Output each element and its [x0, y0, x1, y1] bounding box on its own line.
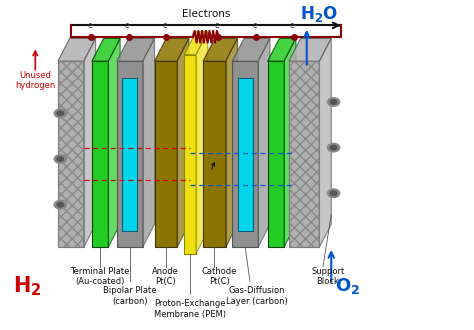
- Polygon shape: [58, 38, 96, 61]
- Text: Bipolar Plate
(carbon): Bipolar Plate (carbon): [103, 286, 156, 306]
- Circle shape: [57, 111, 64, 116]
- Circle shape: [328, 189, 340, 198]
- Circle shape: [54, 200, 66, 209]
- Text: $\mathbf{H_2O}$: $\mathbf{H_2O}$: [301, 4, 338, 24]
- Text: e-: e-: [214, 20, 222, 30]
- Circle shape: [54, 109, 66, 117]
- Polygon shape: [268, 61, 284, 247]
- Circle shape: [328, 98, 340, 106]
- Polygon shape: [258, 38, 270, 247]
- Polygon shape: [92, 38, 120, 61]
- Polygon shape: [84, 38, 96, 247]
- Circle shape: [330, 100, 337, 104]
- Polygon shape: [232, 38, 270, 61]
- Polygon shape: [289, 61, 319, 247]
- Text: e-: e-: [163, 20, 170, 30]
- Text: e-: e-: [290, 20, 297, 30]
- Polygon shape: [184, 32, 208, 55]
- Polygon shape: [203, 61, 226, 247]
- Polygon shape: [177, 38, 189, 247]
- Polygon shape: [319, 38, 331, 247]
- Polygon shape: [155, 38, 189, 61]
- Text: Electrons: Electrons: [182, 9, 230, 19]
- Polygon shape: [226, 38, 237, 247]
- Polygon shape: [122, 78, 137, 231]
- Polygon shape: [284, 38, 296, 247]
- Text: Anode
Pt(C): Anode Pt(C): [153, 267, 179, 286]
- Circle shape: [330, 145, 337, 150]
- Polygon shape: [58, 61, 84, 247]
- Circle shape: [328, 143, 340, 152]
- Polygon shape: [117, 38, 155, 61]
- Polygon shape: [109, 38, 120, 247]
- Polygon shape: [203, 38, 237, 61]
- Polygon shape: [184, 55, 196, 253]
- Polygon shape: [196, 32, 208, 253]
- Text: Support
Block: Support Block: [311, 267, 344, 286]
- Circle shape: [57, 202, 64, 207]
- Polygon shape: [143, 38, 155, 247]
- Text: Gas-Diffusion
Layer (carbon): Gas-Diffusion Layer (carbon): [226, 286, 288, 306]
- Text: e-: e-: [87, 20, 95, 30]
- Text: Terminal Plate
(Au-coated): Terminal Plate (Au-coated): [71, 267, 130, 286]
- Polygon shape: [92, 61, 109, 247]
- Circle shape: [57, 157, 64, 161]
- Polygon shape: [155, 61, 177, 247]
- Polygon shape: [232, 61, 258, 247]
- Text: $\mathbf{H_2}$: $\mathbf{H_2}$: [13, 275, 42, 298]
- Text: Cathode
Pt(C): Cathode Pt(C): [201, 267, 237, 286]
- Text: $\mathbf{O_2}$: $\mathbf{O_2}$: [335, 276, 360, 296]
- Polygon shape: [117, 61, 143, 247]
- Text: e-: e-: [125, 20, 132, 30]
- Circle shape: [54, 155, 66, 163]
- Polygon shape: [289, 38, 331, 61]
- Circle shape: [330, 191, 337, 196]
- Polygon shape: [268, 38, 296, 61]
- Text: Unused
hydrogen: Unused hydrogen: [15, 71, 55, 90]
- Text: Proton-Exchange
Membrane (PEM): Proton-Exchange Membrane (PEM): [154, 299, 226, 319]
- Polygon shape: [238, 78, 253, 231]
- Text: e-: e-: [252, 20, 260, 30]
